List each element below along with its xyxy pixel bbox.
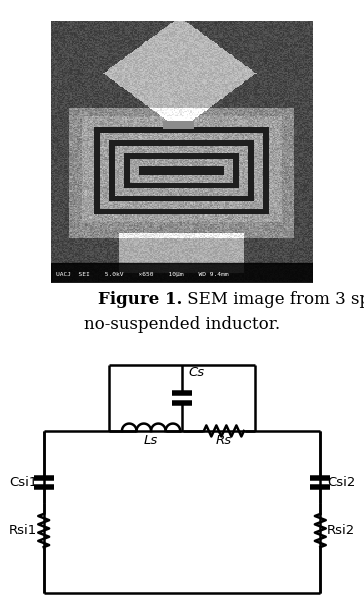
Text: Csi1: Csi1 [9,476,37,489]
Text: no-suspended inductor.: no-suspended inductor. [84,316,280,333]
Bar [51,263,313,283]
Text: Rsi1: Rsi1 [9,524,37,537]
Text: Csi2: Csi2 [327,476,355,489]
Text: Rs: Rs [216,434,232,447]
Text: Ls: Ls [144,434,158,447]
Text: Cs: Cs [189,367,205,379]
Text: UACJ  SEI    5.0kV    ×650    10μm    WD 9.4mm: UACJ SEI 5.0kV ×650 10μm WD 9.4mm [56,272,229,277]
Text: SEM image from 3 spiral: SEM image from 3 spiral [182,291,364,308]
Text: Rsi2: Rsi2 [327,524,355,537]
Text: Figure 1.: Figure 1. [98,291,182,308]
